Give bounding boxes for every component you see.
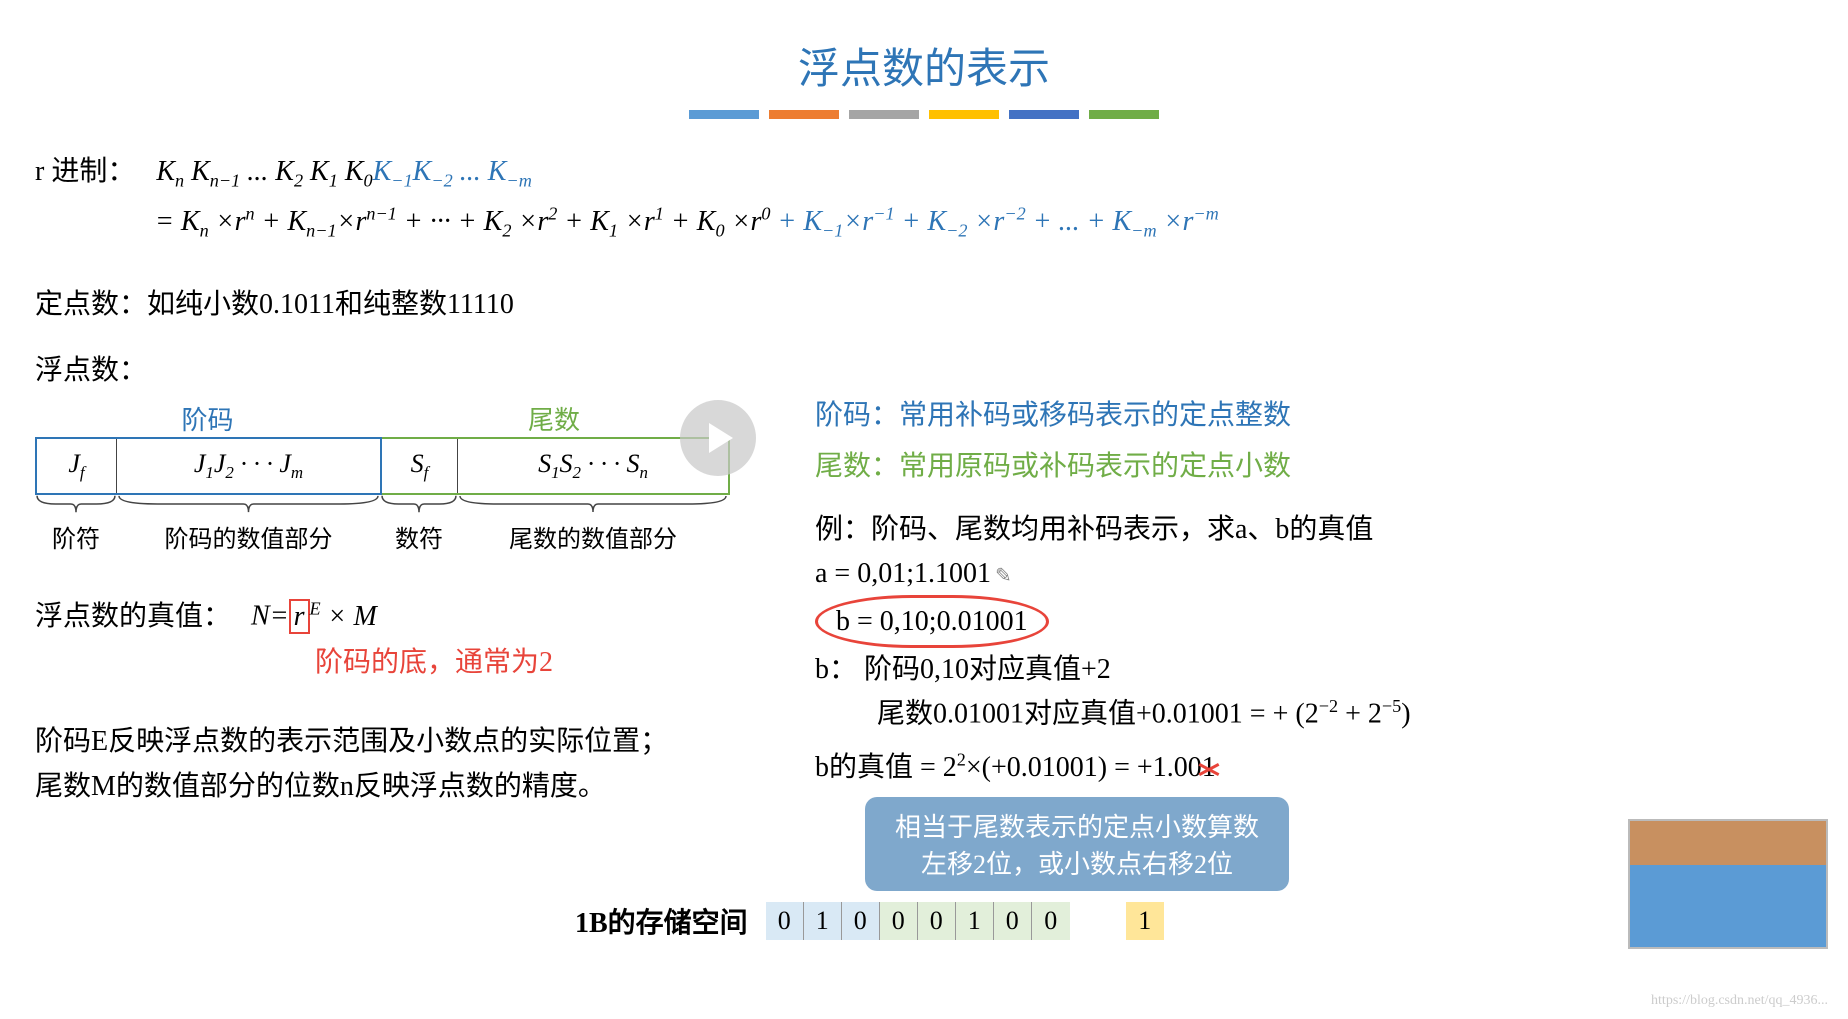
red-note: 阶码的底，通常为2	[315, 640, 775, 680]
bit-cell: 0	[842, 902, 880, 940]
mantissa-note-b: 常用原码或补码表示的定点小数	[899, 451, 1291, 482]
left-column: 阶码 尾数 Jf J1J2 · · · Jm Sf S1S2 · · · Sn	[35, 394, 775, 892]
bubble-line-2: 左移2位，或小数点右移2位	[895, 844, 1259, 881]
brace-1: 阶符	[35, 493, 117, 554]
storage-row: 1B的存储空间 01000100 1	[35, 901, 1813, 941]
r-formula-line2: = Kn ×rn + Kn−1×rn−1 + ··· + K2 ×r2 + K1…	[155, 204, 1813, 242]
mantissa-note-a: 尾数：	[815, 451, 899, 482]
r-boxed: r	[289, 599, 310, 634]
bit-cell: 1	[956, 902, 994, 940]
brace-1-label: 阶符	[52, 527, 100, 553]
extra-bit-cell: 1	[1126, 902, 1164, 940]
b-explanation-1: b： 阶码0,10对应真值+2	[815, 648, 1813, 691]
bits-container: 01000100	[766, 902, 1070, 940]
exponent-note-b: 常用补码或移码表示的定点整数	[899, 400, 1291, 431]
r-integer-part: Kn Kn−1 ... K2 K1 K0	[156, 156, 372, 187]
r-fraction-part: K−1K−2 ... K−m	[373, 156, 532, 187]
pencil-icon: ✎	[995, 565, 1012, 587]
watermark: https://blog.csdn.net/qq_4936...	[1651, 993, 1828, 1009]
float-label: 浮点数：	[35, 348, 1813, 388]
title-area: 浮点数的表示	[0, 0, 1848, 119]
picture-in-picture[interactable]	[1628, 819, 1828, 949]
play-button[interactable]	[680, 400, 756, 476]
blue-bubble: 相当于尾数表示的定点小数算数 左移2位，或小数点右移2位	[865, 797, 1289, 891]
brace-4: 尾数的数值部分	[458, 493, 728, 554]
bit-cell: 0	[918, 902, 956, 940]
structure-table: 阶码 尾数 Jf J1J2 · · · Jm Sf S1S2 · · · Sn	[35, 400, 775, 554]
b-realvalue-pre: b的真值 = 22×(+0.01001) = +1.00	[815, 752, 1202, 783]
table-header-exponent: 阶码	[35, 400, 380, 437]
bit-cell: 0	[1032, 902, 1070, 940]
extra-bit-container: 1	[1126, 902, 1164, 940]
realval-pre: N=	[251, 601, 289, 632]
storage-label: 1B的存储空间	[575, 901, 748, 941]
mantissa-note: 尾数：常用原码或补码表示的定点小数	[815, 445, 1813, 488]
b-realvalue: b的真值 = 22×(+0.01001) = +1.001	[815, 746, 1813, 790]
bit-cell: 0	[766, 902, 804, 940]
example-label: 例：阶码、尾数均用补码表示，求a、b的真值	[815, 508, 1813, 551]
a-line: a = 0,01;1.1001✎	[815, 552, 1813, 595]
r-label: r 进制：	[35, 156, 135, 187]
cell-j-values: J1J2 · · · Jm	[117, 439, 380, 493]
two-columns: 阶码 尾数 Jf J1J2 · · · Jm Sf S1S2 · · · Sn	[35, 394, 1813, 892]
cell-sf: Sf	[382, 439, 458, 493]
brace-2: 阶码的数值部分	[117, 493, 380, 554]
b-realvalue-crossed: 1	[1202, 746, 1216, 789]
bit-cell: 0	[880, 902, 918, 940]
real-value-line: 浮点数的真值： N=rE × M	[35, 594, 775, 634]
cell-jf: Jf	[37, 439, 117, 493]
brace-3: 数符	[380, 493, 458, 554]
bit-cell: 0	[994, 902, 1032, 940]
a-value: a = 0,01;1.1001	[815, 558, 991, 589]
realval-post: E × M	[310, 601, 377, 632]
r-formula-line1: r 进制： Kn Kn−1 ... K2 K1 K0K−1K−2 ... K−m	[35, 149, 1813, 192]
brace-4-label: 尾数的数值部分	[509, 527, 677, 553]
exponent-note-a: 阶码：	[815, 400, 899, 431]
bit-cell: 1	[804, 902, 842, 940]
content-area: r 进制： Kn Kn−1 ... K2 K1 K0K−1K−2 ... K−m…	[0, 119, 1848, 941]
brace-2-label: 阶码的数值部分	[165, 527, 333, 553]
table-header-mantissa: 尾数	[380, 400, 728, 437]
color-bars	[0, 110, 1848, 119]
r-expand-integer: = Kn ×rn + Kn−1×rn−1 + ··· + K2 ×r2 + K1…	[155, 206, 770, 237]
b-explanation-2: 尾数0.01001对应真值+0.01001 = + (2−2 + 2−5)	[877, 692, 1813, 736]
desc-line-2: 尾数M的数值部分的位数n反映浮点数的精度。	[35, 765, 775, 810]
page-title: 浮点数的表示	[0, 35, 1848, 96]
desc-line-1: 阶码E反映浮点数的表示范围及小数点的实际位置；	[35, 720, 775, 765]
brace-3-label: 数符	[395, 527, 443, 553]
b-circled: b = 0,10;0.01001	[815, 595, 1049, 648]
b-line: b = 0,10;0.01001	[815, 595, 1813, 648]
exponent-note: 阶码：常用补码或移码表示的定点整数	[815, 394, 1813, 437]
right-column: 阶码：常用补码或移码表示的定点整数 尾数：常用原码或补码表示的定点小数 例：阶码…	[815, 394, 1813, 892]
real-value-label: 浮点数的真值：	[35, 594, 231, 634]
description: 阶码E反映浮点数的表示范围及小数点的实际位置； 尾数M的数值部分的位数n反映浮点…	[35, 720, 775, 810]
fixed-point-line: 定点数：如纯小数0.1011和纯整数11110	[35, 282, 1813, 322]
bubble-line-1: 相当于尾数表示的定点小数算数	[895, 807, 1259, 844]
r-expand-fraction: + K−1×r−1 + K−2 ×r−2 + ... + K−m ×r−m	[770, 206, 1218, 237]
